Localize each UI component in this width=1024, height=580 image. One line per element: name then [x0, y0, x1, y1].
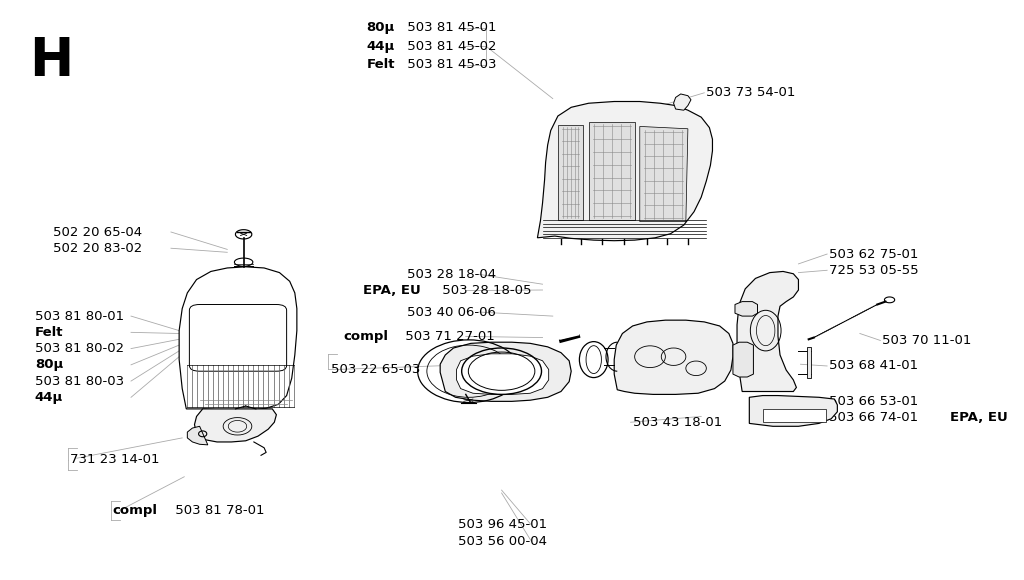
Text: 503 81 45-01: 503 81 45-01 [402, 21, 497, 34]
Polygon shape [733, 342, 754, 377]
Polygon shape [440, 342, 571, 401]
Text: 503 28 18-05: 503 28 18-05 [438, 284, 531, 297]
Text: 503 81 80-01: 503 81 80-01 [35, 310, 124, 322]
Text: Felt: Felt [367, 59, 395, 71]
Polygon shape [737, 271, 799, 392]
Text: 44μ: 44μ [367, 40, 394, 53]
Text: 725 53 05-55: 725 53 05-55 [829, 264, 919, 277]
Text: 44μ: 44μ [35, 391, 63, 404]
Text: 503 68 41-01: 503 68 41-01 [829, 360, 919, 372]
Polygon shape [674, 94, 691, 110]
Text: 503 56 00-04: 503 56 00-04 [458, 535, 547, 548]
Polygon shape [558, 125, 584, 220]
Text: 503 81 80-02: 503 81 80-02 [35, 342, 124, 355]
Text: 503 70 11-01: 503 70 11-01 [883, 334, 972, 347]
Text: 503 73 54-01: 503 73 54-01 [707, 86, 796, 99]
FancyBboxPatch shape [189, 304, 287, 371]
Polygon shape [640, 126, 688, 222]
Text: 502 20 83-02: 502 20 83-02 [53, 242, 142, 255]
Text: 503 22 65-03: 503 22 65-03 [331, 363, 420, 376]
Text: Felt: Felt [35, 326, 63, 339]
Text: 80μ: 80μ [35, 358, 63, 371]
Text: 503 66 74-01: 503 66 74-01 [829, 411, 923, 424]
Text: 503 62 75-01: 503 62 75-01 [829, 248, 919, 260]
Text: 80μ: 80μ [367, 21, 394, 34]
Text: 503 81 78-01: 503 81 78-01 [171, 504, 264, 517]
Text: 503 40 06-06: 503 40 06-06 [408, 306, 497, 318]
Text: compl: compl [343, 330, 388, 343]
Text: 731 23 14-01: 731 23 14-01 [70, 454, 159, 466]
Polygon shape [457, 354, 549, 394]
Polygon shape [735, 302, 758, 316]
Text: EPA, EU: EPA, EU [949, 411, 1008, 424]
Polygon shape [195, 409, 276, 442]
Text: 503 81 45-03: 503 81 45-03 [403, 59, 497, 71]
Polygon shape [750, 396, 838, 426]
Text: EPA, EU: EPA, EU [364, 284, 421, 297]
Polygon shape [614, 320, 733, 394]
Text: 503 96 45-01: 503 96 45-01 [458, 519, 547, 531]
Text: 503 71 27-01: 503 71 27-01 [401, 330, 495, 343]
Polygon shape [589, 122, 635, 220]
Polygon shape [538, 102, 713, 241]
Text: compl: compl [113, 504, 158, 517]
Polygon shape [179, 267, 297, 410]
Text: H: H [29, 35, 73, 87]
Text: 503 81 45-02: 503 81 45-02 [402, 40, 497, 53]
Text: 503 66 53-01: 503 66 53-01 [829, 395, 919, 408]
Polygon shape [187, 426, 208, 445]
Bar [763, 409, 826, 422]
Text: 502 20 65-04: 502 20 65-04 [53, 226, 142, 238]
Text: 503 81 80-03: 503 81 80-03 [35, 375, 124, 387]
Text: 503 28 18-04: 503 28 18-04 [408, 268, 497, 281]
Text: 503 43 18-01: 503 43 18-01 [633, 416, 722, 429]
Polygon shape [807, 347, 811, 378]
